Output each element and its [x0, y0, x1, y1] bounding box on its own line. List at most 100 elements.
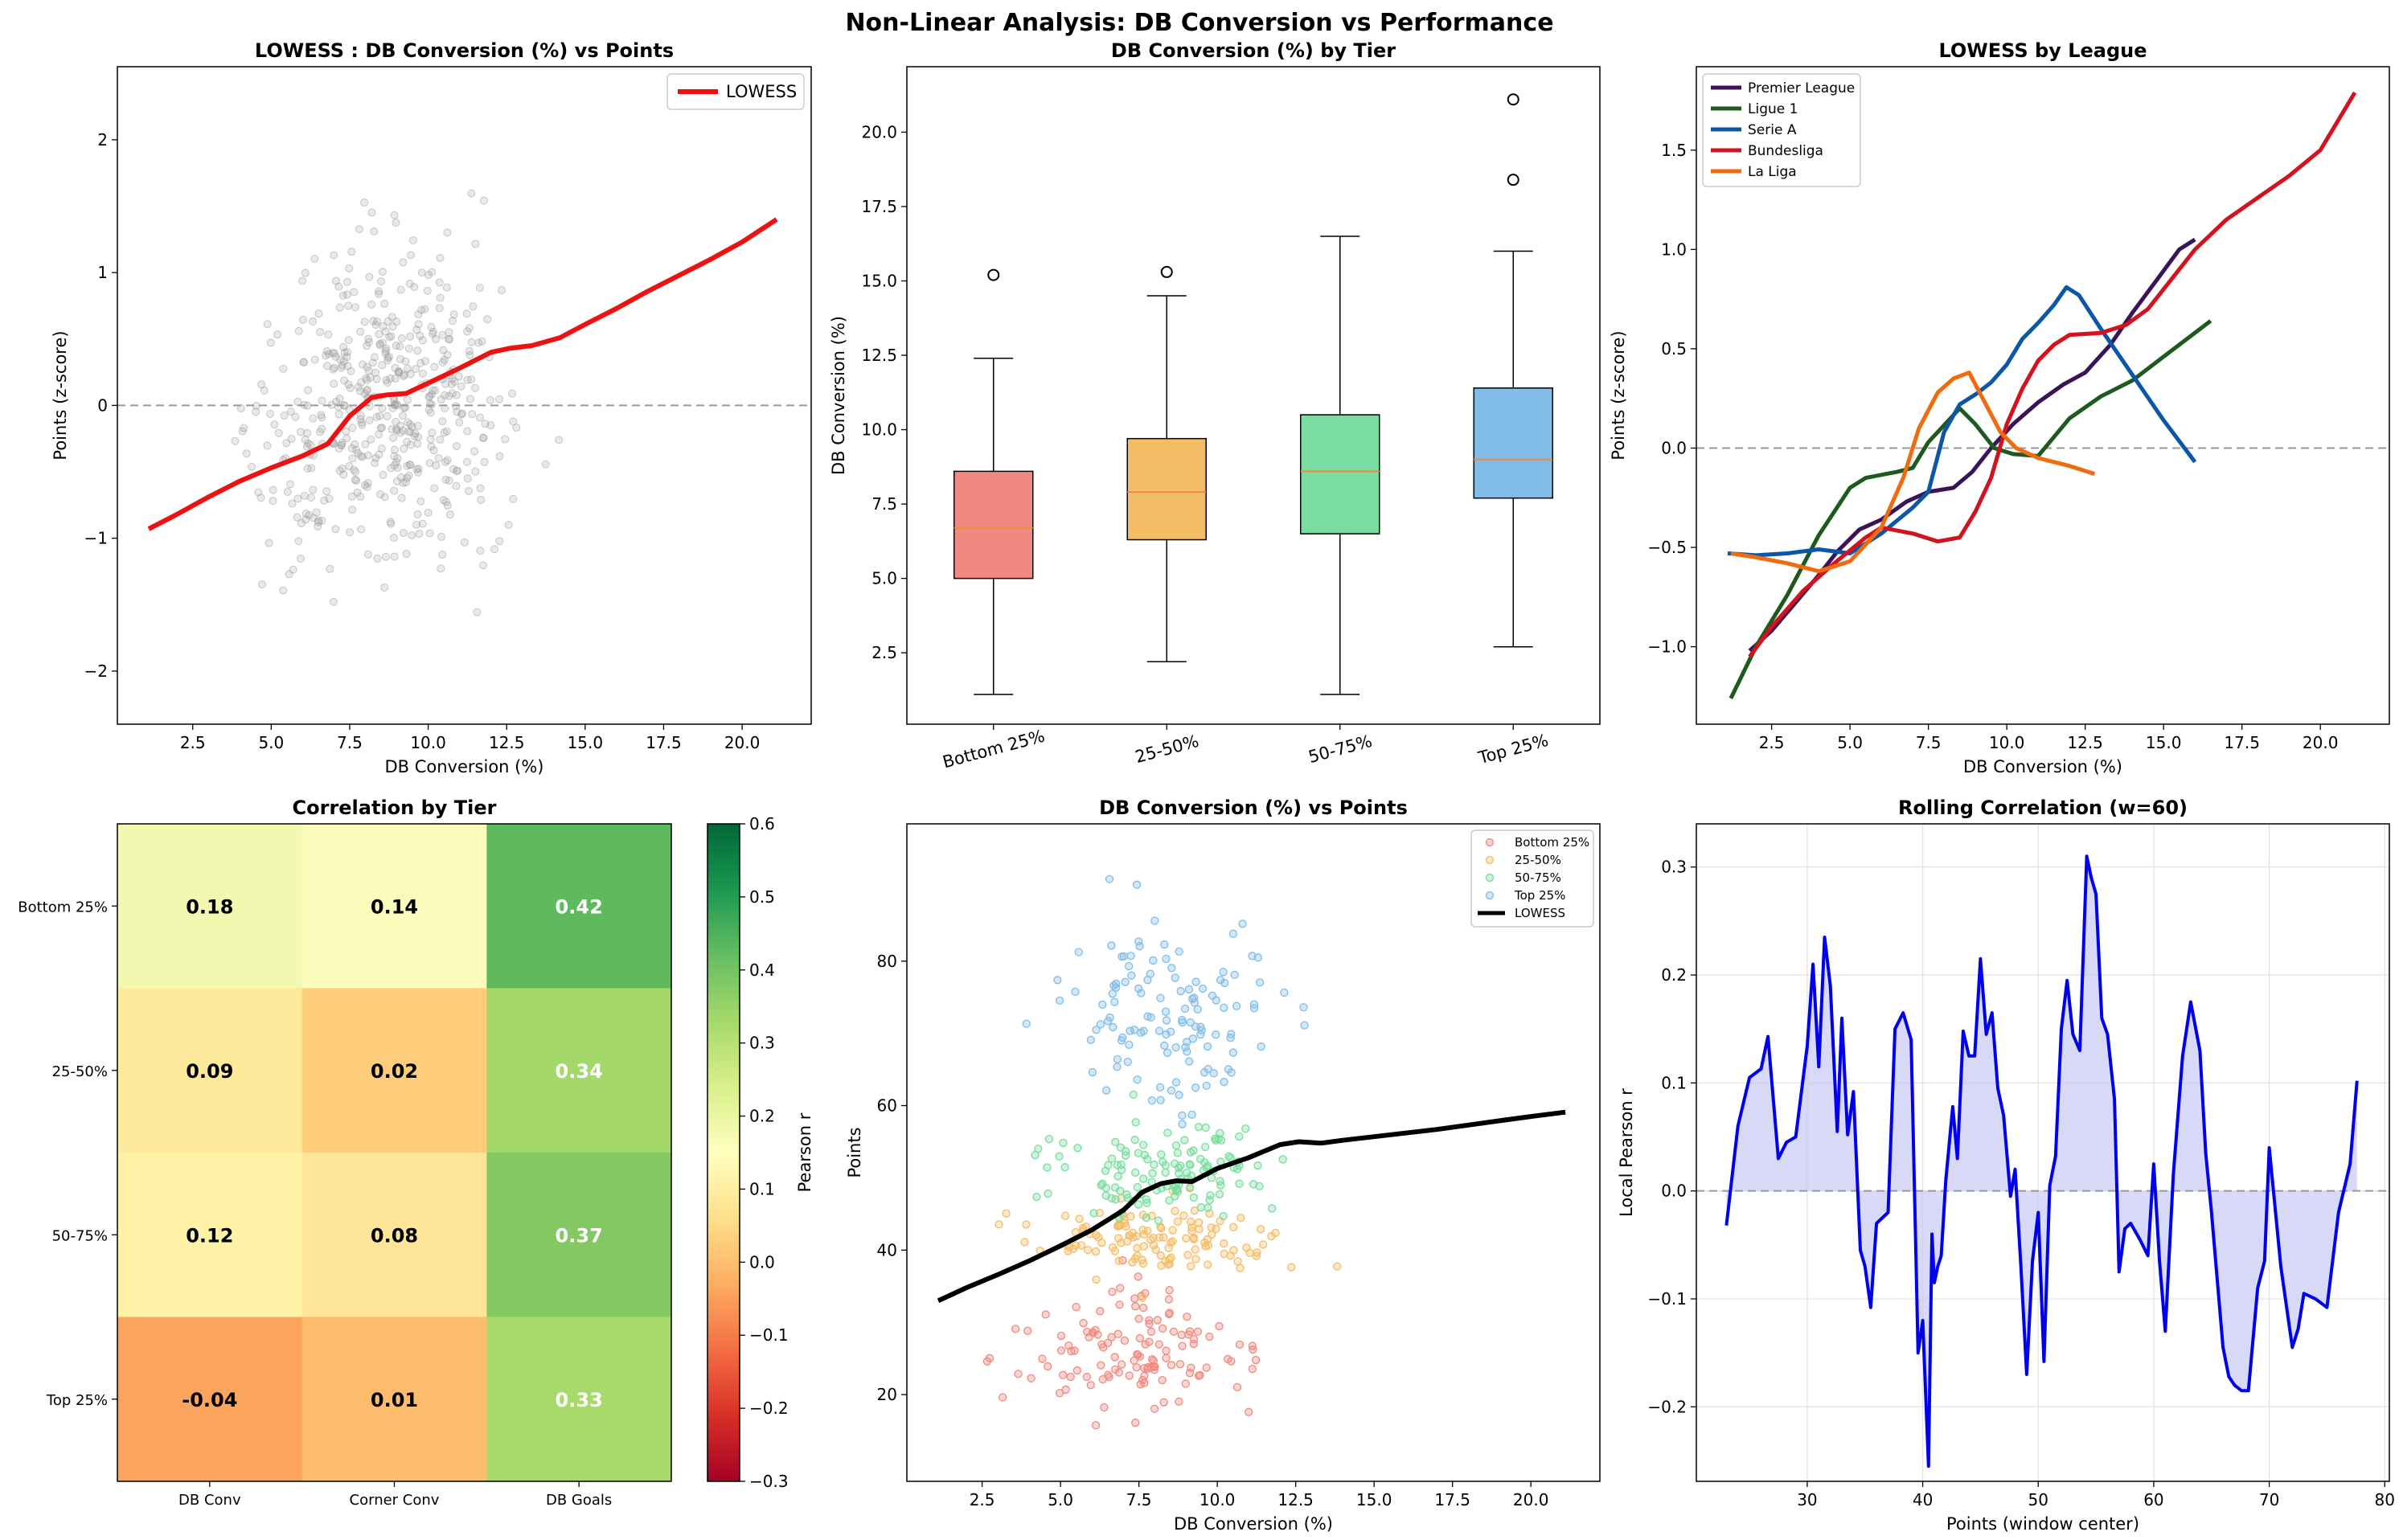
chart-title: DB Conversion (%) by Tier: [1111, 39, 1396, 62]
scatter-point: [476, 547, 485, 555]
y-axis-label: Points (z-score): [1609, 330, 1628, 460]
scatter-point: [478, 561, 487, 570]
scatter-point: [404, 471, 413, 480]
scatter-point: [424, 405, 433, 414]
tier-point-3: [1162, 1016, 1171, 1025]
box-0: [953, 268, 1034, 695]
tier-point-2: [1194, 1122, 1204, 1132]
tier-point-2: [1111, 1195, 1120, 1204]
tier-point-2: [1044, 1189, 1052, 1198]
x-tick-label: 5.0: [1837, 733, 1863, 752]
scatter-point: [309, 414, 318, 423]
scatter-point: [279, 364, 288, 373]
tier-point-2: [1201, 1123, 1210, 1132]
tier-point-0: [1107, 1333, 1116, 1341]
scatter-point: [381, 552, 390, 561]
scatter-point: [490, 545, 499, 554]
tier-point-1: [1092, 1231, 1101, 1239]
legend-swatch: [1485, 838, 1495, 847]
tier-point-1: [1078, 1223, 1088, 1233]
tier-point-0: [1096, 1307, 1105, 1316]
tier-point-1: [1267, 1231, 1276, 1241]
tier-point-2: [1032, 1192, 1041, 1202]
tier-point-3: [1143, 976, 1152, 985]
colorbar-tick-label: 0.1: [749, 1179, 775, 1198]
scatter-point: [555, 436, 564, 444]
scatter-point: [346, 528, 355, 537]
scatter-point: [355, 225, 363, 234]
tier-point-0: [1139, 1303, 1148, 1313]
x-tick-label: 12.5: [489, 733, 525, 752]
scatter-point: [408, 236, 417, 245]
scatter-point: [495, 395, 504, 403]
scatter-point: [375, 339, 384, 348]
scatter-point: [383, 412, 392, 420]
scatter-point: [357, 525, 366, 534]
tier-point-0: [1215, 1321, 1224, 1331]
scatter-point: [296, 554, 305, 563]
scatter-point: [437, 564, 445, 573]
tier-point-0: [1169, 1327, 1179, 1336]
scatter-point: [396, 285, 405, 294]
tier-point-1: [1117, 1239, 1126, 1247]
tier-point-0: [1158, 1375, 1167, 1385]
legend-label: La Liga: [1748, 164, 1797, 180]
scatter-point: [436, 253, 445, 262]
tier-point-2: [1107, 1154, 1117, 1163]
y-tick-label: 2.5: [871, 643, 897, 662]
scatter-point: [301, 510, 310, 518]
scatter-point: [439, 346, 448, 354]
scatter-point: [512, 424, 521, 432]
scatter-point: [428, 428, 437, 437]
tier-point-2: [1113, 1172, 1122, 1181]
scatter-point: [331, 525, 340, 534]
scatter-point: [480, 457, 489, 466]
scatter-point: [301, 268, 310, 277]
tier-point-1: [1195, 1218, 1204, 1227]
correlation-fill: [1726, 856, 2357, 1467]
x-tick-label: 20.0: [724, 733, 761, 752]
tier-point-1: [1120, 1218, 1130, 1227]
tier-point-2: [1158, 1157, 1167, 1166]
x-tick-label: 20.0: [2303, 733, 2339, 752]
scatter-point: [269, 497, 277, 506]
tier-point-3: [1219, 968, 1228, 977]
scatter-point: [370, 353, 379, 362]
scatter-point: [411, 429, 420, 438]
heatmap-cell: [301, 1317, 487, 1482]
scatter-point: [427, 322, 436, 331]
tier-point-3: [1150, 916, 1159, 925]
y-tick-label: 2: [97, 130, 108, 149]
scatter-point: [470, 447, 479, 456]
scatter-point: [363, 385, 371, 394]
colorbar-tick-label: −0.1: [749, 1325, 789, 1345]
tier-point-0: [1014, 1370, 1023, 1378]
scatter-point: [347, 367, 355, 375]
tier-point-0: [1038, 1354, 1047, 1363]
tier-point-1: [1186, 1262, 1195, 1271]
tier-point-2: [1161, 1168, 1170, 1177]
scatter-point: [393, 454, 402, 463]
y-tick-label: 50-75%: [52, 1227, 108, 1244]
scatter-point: [541, 460, 550, 469]
scatter-point: [436, 293, 445, 302]
tier-point-1: [1133, 1243, 1142, 1252]
axes-frame: [117, 66, 812, 725]
tier-point-3: [1113, 1055, 1122, 1064]
tier-point-1: [1183, 1251, 1192, 1259]
tier-point-0: [1162, 1346, 1171, 1355]
scatter-point: [335, 394, 344, 403]
tier-point-2: [1268, 1204, 1277, 1213]
tier-point-1: [1229, 1246, 1238, 1255]
scatter-point: [356, 452, 365, 461]
x-tick-label: 20.0: [1513, 1490, 1549, 1509]
scatter-point: [356, 492, 365, 501]
tier-point-0: [1177, 1330, 1186, 1339]
scatter-point: [336, 355, 345, 364]
scatter-point: [463, 474, 472, 483]
tier-point-0: [1133, 1350, 1142, 1359]
scatter-point: [454, 372, 463, 381]
scatter-point: [389, 534, 398, 543]
tier-point-2: [1171, 1141, 1181, 1150]
scatter-point: [344, 336, 353, 345]
